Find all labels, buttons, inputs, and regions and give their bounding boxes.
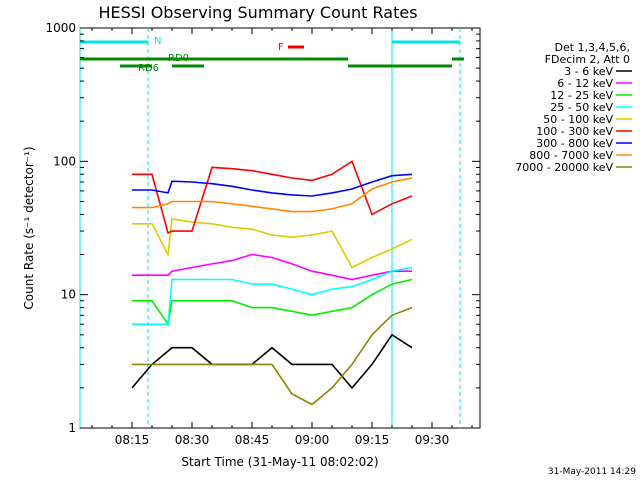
x-tick-label: 08:45 xyxy=(235,433,270,447)
series-line xyxy=(132,173,413,197)
legend-label: 25 - 50 keV xyxy=(550,101,613,114)
series-line xyxy=(132,177,413,213)
flare-flag-label: F xyxy=(278,42,284,53)
x-tick-label: 09:30 xyxy=(415,433,450,447)
series-line xyxy=(132,278,413,327)
x-tick-label: 08:15 xyxy=(115,433,150,447)
series-layer xyxy=(131,160,413,406)
series-line xyxy=(131,333,413,390)
legend-header: Det 1,3,4,5,6, xyxy=(554,41,630,54)
series-line xyxy=(132,160,413,235)
y-tick-label: 100 xyxy=(53,154,76,168)
flag-layer: N RD0 RD6 F xyxy=(79,28,464,428)
series-line xyxy=(132,253,412,281)
legend: Det 1,3,4,5,6,FDecim 2, Att 03 - 6 keV6 … xyxy=(515,41,632,174)
x-tick-label: 08:30 xyxy=(175,433,210,447)
legend-label: 800 - 7000 keV xyxy=(529,149,613,162)
x-axis-label: Start Time (31-May-11 08:02:02) xyxy=(181,455,378,469)
legend-label: 6 - 12 keV xyxy=(557,77,613,90)
rd6-flag-label: RD6 xyxy=(138,63,159,74)
plot-frame xyxy=(79,27,481,429)
y-axis-label: Count Rate (s⁻¹ detector⁻¹) xyxy=(22,146,36,309)
legend-label: 50 - 100 keV xyxy=(543,113,613,126)
series-line xyxy=(132,217,413,269)
legend-label: 12 - 25 keV xyxy=(550,89,613,102)
x-tick-label: 09:15 xyxy=(355,433,390,447)
night-flag-label: N xyxy=(154,36,161,47)
legend-label: 3 - 6 keV xyxy=(564,65,613,78)
y-tick-label: 10 xyxy=(61,288,76,302)
series-line xyxy=(132,266,413,326)
y-tick-label: 1 xyxy=(68,421,76,435)
tick-layer: 08:15 08:30 08:45 09:00 09:15 09:30 1 10 100 1000 xyxy=(45,21,480,447)
legend-label: 300 - 800 keV xyxy=(536,137,613,150)
x-tick-label: 09:00 xyxy=(295,433,330,447)
legend-label: 7000 - 20000 keV xyxy=(515,161,613,174)
plot-border xyxy=(79,27,481,429)
legend-header: FDecim 2, Att 0 xyxy=(545,53,630,66)
rd0-flag-label: RD0 xyxy=(168,53,189,64)
footer-date: 31-May-2011 14:29 xyxy=(548,467,636,477)
chart-title: HESSI Observing Summary Count Rates xyxy=(98,3,417,22)
series-line xyxy=(132,306,413,406)
legend-label: 100 - 300 keV xyxy=(536,125,613,138)
y-tick-label: 1000 xyxy=(45,21,76,35)
